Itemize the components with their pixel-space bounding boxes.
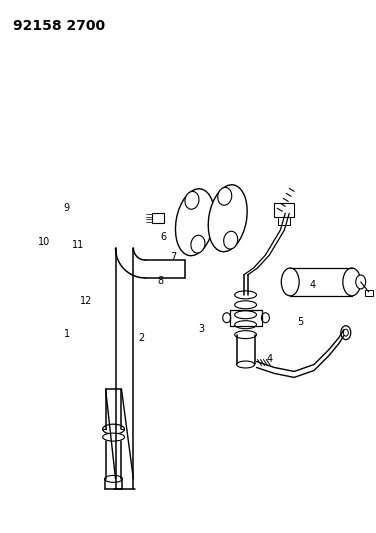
Text: 9: 9	[64, 203, 70, 213]
Ellipse shape	[176, 189, 214, 256]
Text: 12: 12	[80, 296, 92, 306]
Text: 6: 6	[161, 232, 167, 243]
Text: 10: 10	[38, 237, 50, 247]
Text: 8: 8	[157, 276, 163, 286]
Text: 7: 7	[170, 252, 176, 262]
Bar	[152, 213, 164, 223]
Ellipse shape	[237, 361, 255, 368]
Ellipse shape	[341, 326, 351, 340]
Text: 4: 4	[310, 280, 316, 290]
Ellipse shape	[235, 291, 256, 299]
Text: 11: 11	[72, 240, 84, 251]
Text: 92158 2700: 92158 2700	[13, 19, 105, 33]
Ellipse shape	[261, 313, 269, 322]
Ellipse shape	[185, 191, 199, 209]
Text: 5: 5	[297, 317, 303, 327]
Text: 1: 1	[64, 329, 70, 340]
Ellipse shape	[208, 185, 247, 252]
Ellipse shape	[191, 235, 205, 253]
Ellipse shape	[235, 330, 256, 338]
Ellipse shape	[343, 329, 348, 336]
Bar	[365, 290, 373, 296]
Bar	[274, 203, 294, 217]
Ellipse shape	[235, 301, 256, 309]
Ellipse shape	[103, 424, 124, 434]
Ellipse shape	[224, 231, 238, 249]
Ellipse shape	[281, 268, 299, 296]
Ellipse shape	[103, 433, 124, 441]
Text: 3: 3	[198, 324, 204, 334]
Bar	[278, 217, 290, 225]
Ellipse shape	[218, 188, 232, 205]
Ellipse shape	[223, 313, 231, 322]
Text: 2: 2	[138, 333, 144, 343]
Ellipse shape	[235, 311, 256, 319]
Ellipse shape	[343, 268, 361, 296]
Ellipse shape	[105, 475, 123, 482]
Ellipse shape	[356, 275, 366, 289]
Ellipse shape	[235, 321, 256, 329]
Text: 4: 4	[267, 354, 273, 364]
